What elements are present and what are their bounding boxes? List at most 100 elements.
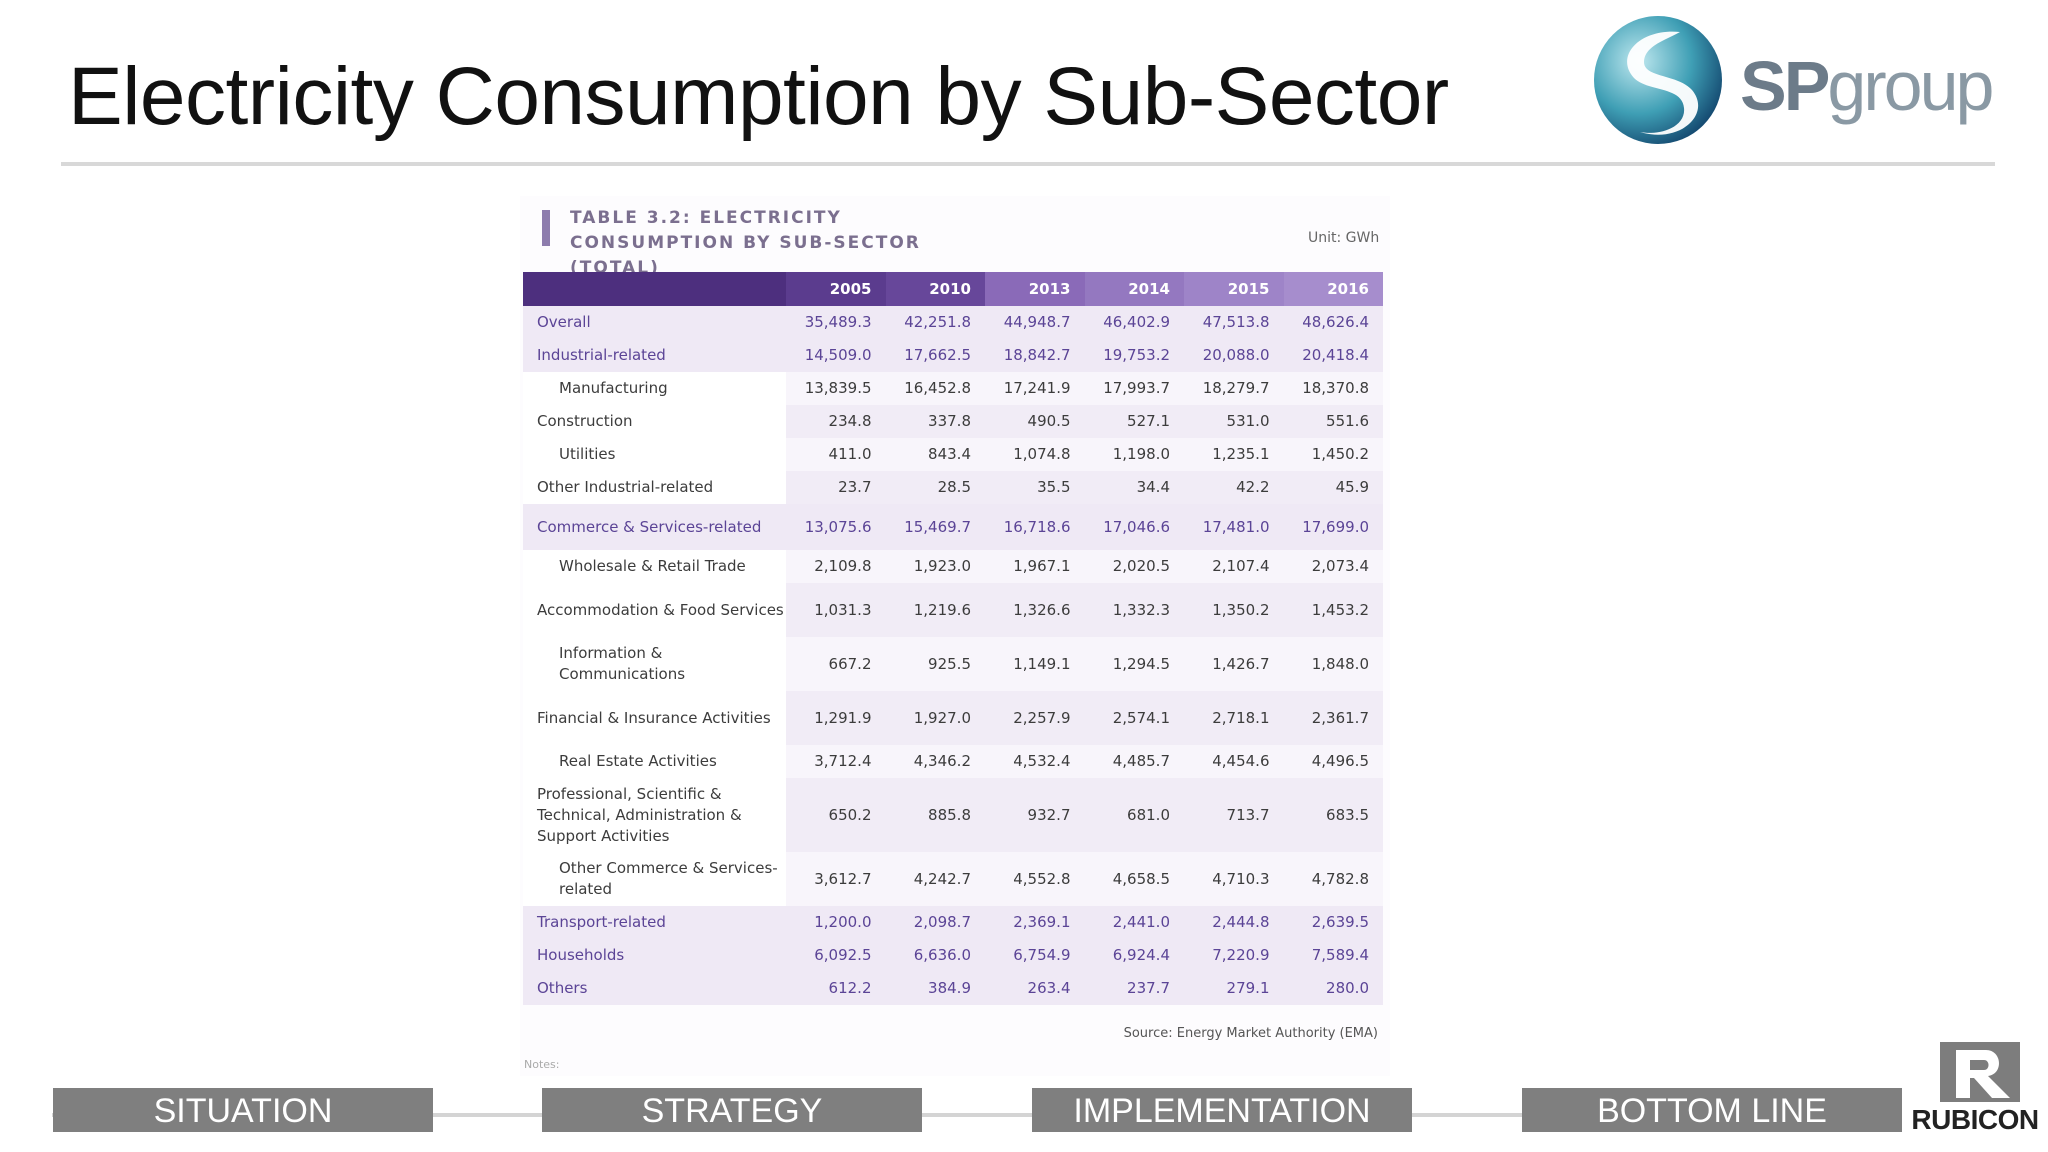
- value-cell: 337.8: [885, 405, 985, 438]
- value-cell: 16,718.6: [985, 504, 1085, 550]
- value-cell: 46,402.9: [1084, 306, 1184, 339]
- table-row: Households 6,092.5 6,636.0 6,754.9 6,924.4 7,…: [523, 939, 1383, 972]
- value-cell: 932.7: [985, 778, 1085, 852]
- table-unit: Unit: GWh: [1308, 230, 1380, 246]
- consumption-table: 2005 2010 2013 2014 2015 2016 Overall 35,…: [523, 272, 1383, 1005]
- value-cell: 4,710.3: [1184, 852, 1284, 906]
- value-cell: 18,279.7: [1184, 372, 1284, 405]
- value-cell: 20,088.0: [1184, 339, 1284, 372]
- value-cell: 42.2: [1184, 471, 1284, 504]
- value-cell: 280.0: [1283, 972, 1383, 1005]
- value-cell: 48,626.4: [1283, 306, 1383, 339]
- value-cell: 6,924.4: [1084, 939, 1184, 972]
- nav-situation-button[interactable]: SITUATION: [53, 1088, 433, 1132]
- value-cell: 531.0: [1184, 405, 1284, 438]
- value-cell: 263.4: [985, 972, 1085, 1005]
- value-cell: 2,107.4: [1184, 550, 1284, 583]
- row-label: Other Commerce & Services-related: [523, 852, 786, 906]
- row-label: Information & Communications: [523, 637, 786, 691]
- row-label: Wholesale & Retail Trade: [523, 550, 786, 583]
- value-cell: 1,294.5: [1084, 637, 1184, 691]
- value-cell: 4,485.7: [1084, 745, 1184, 778]
- spgroup-swirl-icon: [1594, 16, 1722, 144]
- header-year: 2015: [1184, 272, 1284, 306]
- value-cell: 14,509.0: [786, 339, 886, 372]
- value-cell: 384.9: [885, 972, 985, 1005]
- value-cell: 35.5: [985, 471, 1085, 504]
- table-row: Other Commerce & Services-related 3,612.7…: [523, 852, 1383, 906]
- value-cell: 527.1: [1084, 405, 1184, 438]
- value-cell: 17,993.7: [1084, 372, 1184, 405]
- value-cell: 1,453.2: [1283, 583, 1383, 637]
- table-row: Financial & Insurance Activities 1,291.9 1…: [523, 691, 1383, 745]
- value-cell: 2,718.1: [1184, 691, 1284, 745]
- value-cell: 4,454.6: [1184, 745, 1284, 778]
- value-cell: 13,839.5: [786, 372, 886, 405]
- row-label: Professional, Scientific & Technical, Ad…: [523, 778, 786, 852]
- value-cell: 1,074.8: [985, 438, 1085, 471]
- value-cell: 1,149.1: [985, 637, 1085, 691]
- value-cell: 683.5: [1283, 778, 1383, 852]
- value-cell: 4,346.2: [885, 745, 985, 778]
- value-cell: 2,098.7: [885, 906, 985, 939]
- slide-title: Electricity Consumption by Sub-Sector: [68, 51, 1449, 142]
- value-cell: 1,326.6: [985, 583, 1085, 637]
- value-cell: 17,241.9: [985, 372, 1085, 405]
- value-cell: 20,418.4: [1283, 339, 1383, 372]
- value-cell: 2,639.5: [1283, 906, 1383, 939]
- value-cell: 2,444.8: [1184, 906, 1284, 939]
- rubicon-wordmark: RUBICON: [1911, 1104, 2039, 1135]
- header-year: 2016: [1283, 272, 1383, 306]
- value-cell: 13,075.6: [786, 504, 886, 550]
- row-label: Real Estate Activities: [523, 745, 786, 778]
- row-label: Accommodation & Food Services: [523, 583, 786, 637]
- value-cell: 2,441.0: [1084, 906, 1184, 939]
- value-cell: 2,361.7: [1283, 691, 1383, 745]
- value-cell: 18,370.8: [1283, 372, 1383, 405]
- value-cell: 18,842.7: [985, 339, 1085, 372]
- value-cell: 1,235.1: [1184, 438, 1284, 471]
- value-cell: 2,109.8: [786, 550, 886, 583]
- spgroup-wordmark: SPgroup: [1740, 47, 1994, 125]
- value-cell: 42,251.8: [885, 306, 985, 339]
- row-label: Financial & Insurance Activities: [523, 691, 786, 745]
- value-cell: 2,257.9: [985, 691, 1085, 745]
- value-cell: 4,242.7: [885, 852, 985, 906]
- value-cell: 17,046.6: [1084, 504, 1184, 550]
- value-cell: 23.7: [786, 471, 886, 504]
- value-cell: 1,031.3: [786, 583, 886, 637]
- nav-implementation-button[interactable]: IMPLEMENTATION: [1032, 1088, 1412, 1132]
- table-row: Commerce & Services-related 13,075.6 15,46…: [523, 504, 1383, 550]
- value-cell: 667.2: [786, 637, 886, 691]
- value-cell: 681.0: [1084, 778, 1184, 852]
- value-cell: 2,574.1: [1084, 691, 1184, 745]
- value-cell: 6,636.0: [885, 939, 985, 972]
- header-year: 2005: [786, 272, 886, 306]
- value-cell: 411.0: [786, 438, 886, 471]
- value-cell: 44,948.7: [985, 306, 1085, 339]
- value-cell: 45.9: [1283, 471, 1383, 504]
- consumption-table-figure: TABLE 3.2: ELECTRICITY CONSUMPTION BY SU…: [520, 196, 1390, 1076]
- value-cell: 279.1: [1184, 972, 1284, 1005]
- value-cell: 713.7: [1184, 778, 1284, 852]
- row-label: Others: [523, 972, 786, 1005]
- table-source: Source: Energy Market Authority (EMA): [1123, 1026, 1378, 1041]
- row-label: Manufacturing: [523, 372, 786, 405]
- value-cell: 1,927.0: [885, 691, 985, 745]
- table-title: TABLE 3.2: ELECTRICITY CONSUMPTION BY SU…: [570, 208, 921, 278]
- nav-strategy-button[interactable]: STRATEGY: [542, 1088, 922, 1132]
- value-cell: 17,481.0: [1184, 504, 1284, 550]
- table-row: Construction 234.8 337.8 490.5 527.1 531.0 551…: [523, 405, 1383, 438]
- value-cell: 47,513.8: [1184, 306, 1284, 339]
- table-notes: Notes:: [524, 1058, 560, 1071]
- value-cell: 612.2: [786, 972, 886, 1005]
- value-cell: 1,848.0: [1283, 637, 1383, 691]
- value-cell: 7,220.9: [1184, 939, 1284, 972]
- value-cell: 2,073.4: [1283, 550, 1383, 583]
- value-cell: 4,532.4: [985, 745, 1085, 778]
- row-label: Utilities: [523, 438, 786, 471]
- nav-bottom-line-button[interactable]: BOTTOM LINE: [1522, 1088, 1902, 1132]
- value-cell: 551.6: [1283, 405, 1383, 438]
- row-label: Commerce & Services-related: [523, 504, 786, 550]
- value-cell: 1,291.9: [786, 691, 886, 745]
